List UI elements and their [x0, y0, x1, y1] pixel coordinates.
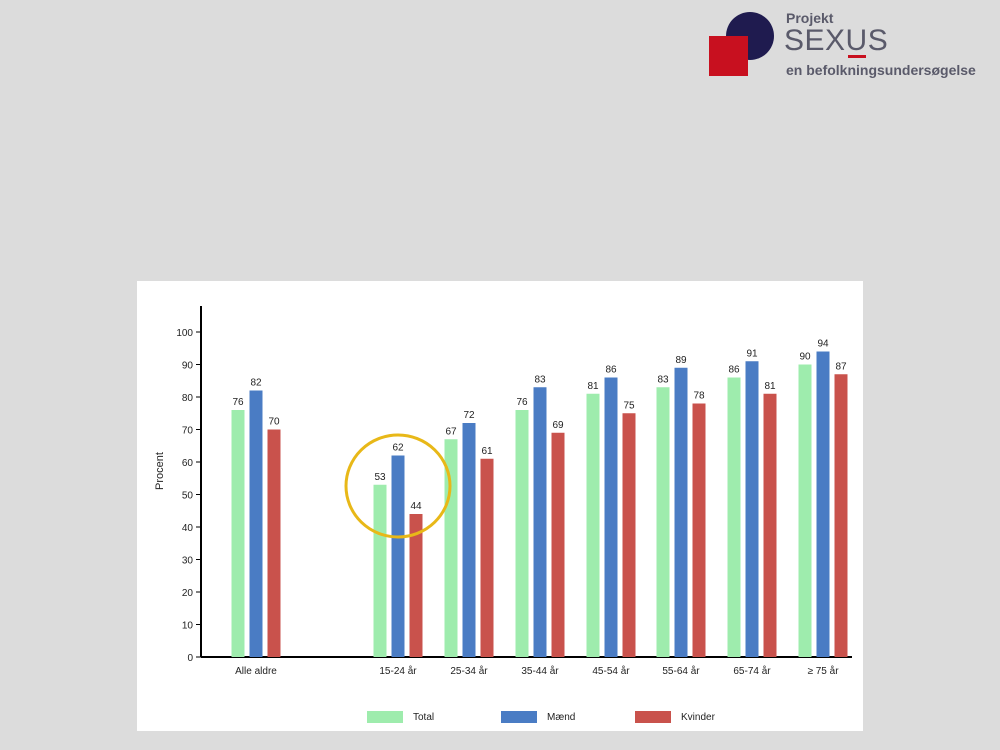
- logo-text-projekt: Projekt: [786, 10, 834, 26]
- bar-total: [798, 364, 812, 657]
- data-label: 53: [374, 472, 386, 483]
- y-tick-label: 40: [182, 523, 194, 534]
- data-label: 67: [445, 426, 457, 437]
- bar-kvinder: [409, 514, 423, 657]
- data-label: 89: [675, 355, 687, 366]
- data-label: 69: [552, 420, 564, 431]
- data-label: 82: [250, 378, 262, 389]
- bar-mænd: [462, 423, 476, 657]
- x-tick-label: 65-74 år: [733, 665, 771, 677]
- bar-kvinder: [834, 374, 848, 657]
- data-label: 87: [835, 361, 847, 372]
- bar-total: [444, 439, 458, 657]
- y-tick-label: 90: [182, 361, 194, 372]
- y-tick-label: 10: [182, 621, 194, 632]
- data-label: 72: [463, 410, 475, 421]
- highlight-circle: [344, 433, 452, 539]
- logo-text-subtitle: en befolkningsundersøgelse: [786, 62, 976, 78]
- data-label: 83: [657, 374, 669, 385]
- x-tick-label: Alle aldre: [235, 666, 277, 677]
- bar-kvinder: [480, 458, 494, 657]
- x-tick-label: 35-44 år: [521, 665, 559, 677]
- logo-text-sexus: SEXUS: [784, 24, 889, 57]
- bar-kvinder: [622, 413, 636, 657]
- bar-kvinder: [551, 432, 565, 657]
- bar-mænd: [391, 455, 405, 657]
- legend-label: Total: [413, 711, 435, 723]
- legend-swatch: [501, 711, 537, 723]
- project-logo: Projekt SEXUS en befolkningsundersøgelse: [708, 10, 993, 80]
- bar-mænd: [745, 361, 759, 657]
- y-tick-label: 80: [182, 393, 194, 404]
- data-label: 70: [268, 417, 280, 428]
- data-label: 78: [693, 391, 705, 402]
- legend-swatch: [635, 711, 671, 723]
- bar-mænd: [674, 367, 688, 657]
- data-label: 81: [764, 381, 776, 392]
- legend-label: Mænd: [547, 711, 576, 723]
- y-tick-label: 0: [187, 653, 193, 664]
- x-tick-label: 25-34 år: [450, 665, 488, 677]
- x-tick-label: ≥ 75 år: [807, 665, 839, 677]
- y-tick-label: 100: [176, 328, 193, 339]
- bar-total: [515, 410, 529, 657]
- bar-total: [373, 484, 387, 657]
- bar-mænd: [533, 387, 547, 657]
- data-label: 91: [746, 348, 758, 359]
- bar-mænd: [604, 377, 618, 657]
- bar-chart: 0 10 20 30 40 50 60 70 80 90 100 76 82 70 Alle aldre 53…: [176, 306, 852, 677]
- bar-total: [727, 377, 741, 657]
- data-label: 44: [410, 501, 422, 512]
- data-label: 81: [587, 381, 599, 392]
- bar-kvinder: [267, 429, 281, 657]
- x-tick-label: 15-24 år: [379, 665, 417, 677]
- data-label: 75: [623, 400, 635, 411]
- chart-panel: Procent 0 10 20 30 40 50 60 70 80 90 100 76 82 70 Alle…: [137, 281, 863, 731]
- logo-square-shape: [709, 36, 748, 76]
- x-tick-label: 55-64 år: [662, 665, 700, 677]
- data-label: 76: [232, 397, 244, 408]
- y-tick-label: 50: [182, 491, 194, 502]
- data-label: 86: [605, 365, 617, 376]
- x-tick-label: 45-54 år: [592, 665, 630, 677]
- y-tick-label: 30: [182, 556, 194, 567]
- bar-mænd: [816, 351, 830, 657]
- legend-swatch: [367, 711, 403, 723]
- data-label: 94: [817, 339, 829, 350]
- data-label: 76: [516, 397, 528, 408]
- legend-item: Mænd: [501, 711, 617, 723]
- bar-kvinder: [763, 393, 777, 657]
- chart-legend: Total Mænd Kvinder: [367, 711, 751, 723]
- legend-label: Kvinder: [681, 711, 715, 723]
- bar-total: [586, 393, 600, 657]
- data-label: 62: [392, 443, 404, 454]
- data-label: 86: [728, 365, 740, 376]
- bar-kvinder: [692, 403, 706, 657]
- bar-total: [231, 410, 245, 657]
- y-tick-label: 60: [182, 458, 194, 469]
- legend-item: Total: [367, 711, 483, 723]
- y-tick-label: 20: [182, 588, 194, 599]
- data-label: 90: [799, 352, 811, 363]
- data-label: 61: [481, 446, 493, 457]
- legend-item: Kvinder: [635, 711, 751, 723]
- data-label: 83: [534, 374, 546, 385]
- bar-total: [656, 387, 670, 657]
- y-tick-label: 70: [182, 426, 194, 437]
- bar-mænd: [249, 390, 263, 657]
